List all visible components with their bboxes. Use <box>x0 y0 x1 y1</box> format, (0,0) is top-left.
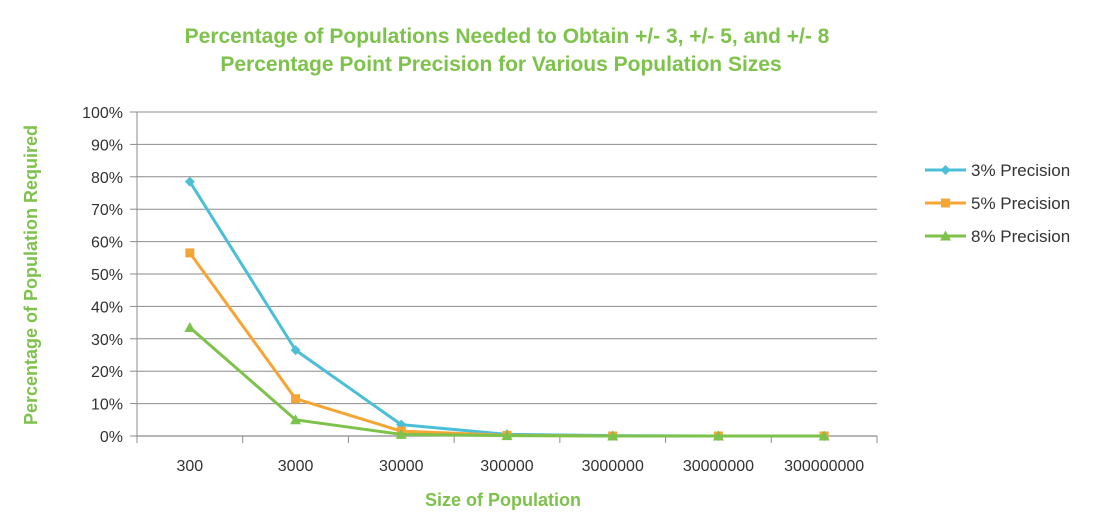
y-tick-label: 30% <box>91 332 123 349</box>
y-tick-label: 100% <box>82 105 123 122</box>
series-line <box>188 252 825 438</box>
data-point <box>607 430 619 441</box>
data-point <box>185 248 195 258</box>
x-axis: 300 3000 30000 300000 3000000 30000000 3000000… <box>136 112 878 475</box>
y-tick-label: 20% <box>91 364 123 381</box>
data-point <box>395 428 407 439</box>
x-tick-label: 300000000 <box>784 458 864 475</box>
data-point <box>501 430 513 441</box>
x-tick-label: 3000 <box>278 458 314 475</box>
data-point <box>290 345 301 356</box>
y-axis-ticks: 0% 10% 20% 30% 40% 50% 60% 70% 80% 90% 100% <box>82 105 137 446</box>
legend-item: 5% Precision <box>925 194 1070 213</box>
gridlines <box>137 111 877 405</box>
chart-title-line-1: Percentage of Populations Needed to Obta… <box>185 25 830 48</box>
x-tick-label: 30000000 <box>683 458 754 475</box>
y-tick-label: 40% <box>91 299 123 316</box>
y-tick-label: 60% <box>91 235 123 252</box>
legend: 3% Precision 5% Precision 8% Precision <box>925 161 1070 246</box>
series-3 <box>184 321 830 441</box>
chart-title-line-2: Percentage Point Precision for Various P… <box>220 53 781 76</box>
x-tick-label: 300 <box>177 458 204 475</box>
data-point <box>291 394 301 404</box>
series-2 <box>185 248 829 441</box>
legend-item: 8% Precision <box>925 227 1070 246</box>
x-tick-label: 30000 <box>379 458 424 475</box>
y-tick-label: 70% <box>91 202 123 219</box>
legend-marker <box>940 165 951 175</box>
y-tick-label: 0% <box>100 429 123 446</box>
data-point <box>184 321 196 332</box>
legend-label: 5% Precision <box>971 194 1070 213</box>
y-tick-label: 90% <box>91 137 123 154</box>
legend-marker <box>941 198 950 208</box>
legend-label: 3% Precision <box>971 161 1070 180</box>
data-point <box>290 414 302 425</box>
series-line <box>188 180 825 438</box>
series-group <box>184 176 830 441</box>
legend-marker <box>940 230 951 241</box>
legend-item: 3% Precision <box>925 161 1070 180</box>
x-tick-label: 300000 <box>480 458 533 475</box>
x-axis-title: Size of Population <box>425 490 581 510</box>
data-point <box>184 176 195 187</box>
y-tick-label: 10% <box>91 397 123 414</box>
data-point <box>712 430 724 441</box>
series-1 <box>184 176 830 441</box>
y-tick-label: 50% <box>91 267 123 284</box>
legend-label: 8% Precision <box>971 227 1070 246</box>
y-axis-title: Percentage of Population Required <box>21 125 41 425</box>
x-tick-label: 3000000 <box>582 458 644 475</box>
data-point <box>818 430 830 441</box>
y-tick-label: 80% <box>91 170 123 187</box>
